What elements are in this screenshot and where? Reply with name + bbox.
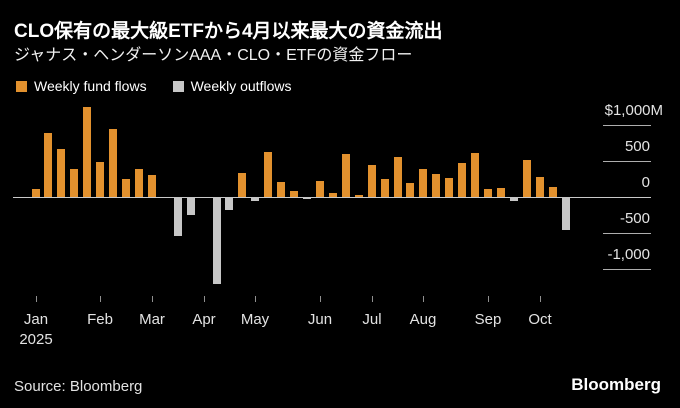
outflow-bar-week-42 — [562, 197, 570, 231]
y-gridline-stub — [603, 161, 651, 162]
outflow-bar-week-15 — [213, 197, 221, 285]
month-label-apr: Apr — [192, 311, 216, 328]
outflow-bar-week-16 — [225, 197, 233, 210]
source-note: Source: Bloomberg — [14, 378, 143, 395]
x-axis-tick — [540, 296, 541, 302]
inflow-bar-week-4 — [70, 168, 78, 197]
legend-item-outflow: Weekly outflows — [172, 78, 292, 94]
x-axis-tick — [255, 296, 256, 302]
month-label-jan: Jan — [23, 311, 49, 328]
month-label-jun: Jun — [307, 311, 333, 328]
y-axis-label: -500 — [619, 210, 650, 227]
inflow-bar-week-3 — [57, 149, 65, 197]
inflow-bar-week-31 — [419, 168, 427, 197]
inflow-bar-week-35 — [471, 153, 479, 197]
inflow-bar-week-28 — [381, 179, 389, 197]
y-axis-label: -1,000 — [607, 246, 650, 263]
month-label-sep: Sep — [474, 311, 502, 328]
inflow-bar-week-25 — [342, 153, 350, 197]
legend: Weekly fund flows Weekly outflows — [16, 78, 317, 94]
month-label-feb: Feb — [87, 311, 113, 328]
month-label-mar: Mar — [139, 311, 165, 328]
x-axis-tick — [320, 296, 321, 302]
chart-subtitle: ジャナス・ヘンダーソンAAA・CLO・ETFの資金フロー — [14, 47, 413, 64]
outflow-swatch-icon — [172, 80, 184, 92]
bloomberg-logo: Bloomberg — [571, 375, 661, 394]
zero-axis-line — [13, 197, 651, 198]
inflow-bar-week-24 — [329, 193, 337, 197]
inflow-bar-week-29 — [394, 157, 402, 197]
outflow-bar-week-18 — [251, 197, 259, 201]
month-label-jul: Jul — [362, 311, 382, 328]
year-label: 2025 — [19, 331, 53, 348]
inflow-bar-week-41 — [549, 186, 557, 197]
inflow-bar-week-34 — [458, 163, 466, 197]
inflow-bar-week-37 — [497, 188, 505, 197]
inflow-bar-week-8 — [122, 179, 130, 197]
inflow-bar-week-6 — [96, 161, 104, 197]
chart-title: CLO保有の最大級ETFから4月以来最大の資金流出 — [14, 21, 443, 42]
outflow-bar-week-22 — [303, 197, 311, 199]
x-axis-tick — [372, 296, 373, 302]
inflow-bar-week-7 — [109, 129, 117, 197]
legend-label-inflow: Weekly fund flows — [34, 78, 147, 94]
legend-label-outflow: Weekly outflows — [190, 78, 292, 94]
x-axis-tick — [100, 296, 101, 302]
inflow-bar-week-27 — [368, 165, 376, 197]
inflow-bar-week-32 — [432, 174, 440, 197]
inflow-swatch-icon — [16, 80, 27, 92]
outflow-bar-week-38 — [510, 197, 518, 202]
y-gridline-stub — [603, 125, 651, 126]
inflow-bar-week-5 — [83, 107, 91, 197]
outflow-bar-week-13 — [187, 197, 195, 215]
inflow-bar-week-10 — [148, 175, 156, 197]
x-axis-tick — [488, 296, 489, 302]
month-label-oct: Oct — [528, 311, 552, 328]
x-axis-tick — [36, 296, 37, 302]
legend-item-inflow: Weekly fund flows — [16, 78, 147, 94]
inflow-bar-week-30 — [406, 182, 414, 197]
inflow-bar-week-19 — [264, 152, 272, 197]
inflow-bar-week-36 — [484, 189, 492, 197]
inflow-bar-week-21 — [290, 190, 298, 197]
inflow-bar-week-33 — [445, 177, 453, 197]
x-axis-tick — [152, 296, 153, 302]
month-label-may: May — [240, 311, 270, 328]
x-axis-tick — [204, 296, 205, 302]
y-axis-label: 500 — [624, 138, 650, 155]
inflow-bar-week-9 — [135, 168, 143, 197]
inflow-bar-week-39 — [523, 159, 531, 197]
inflow-bar-week-23 — [316, 180, 324, 197]
month-label-aug: Aug — [409, 311, 437, 328]
y-gridline-stub — [603, 233, 651, 234]
y-axis-label: $1,000M — [604, 102, 663, 119]
inflow-bar-week-40 — [536, 176, 544, 197]
inflow-bar-week-17 — [238, 173, 246, 197]
inflow-bar-week-1 — [32, 188, 40, 197]
y-gridline-stub — [603, 269, 651, 270]
outflow-bar-week-12 — [174, 197, 182, 236]
x-axis-tick — [423, 296, 424, 302]
inflow-bar-week-26 — [355, 194, 363, 197]
inflow-bar-week-20 — [277, 182, 285, 197]
y-axis-label: 0 — [641, 174, 650, 191]
inflow-bar-week-2 — [44, 132, 52, 197]
